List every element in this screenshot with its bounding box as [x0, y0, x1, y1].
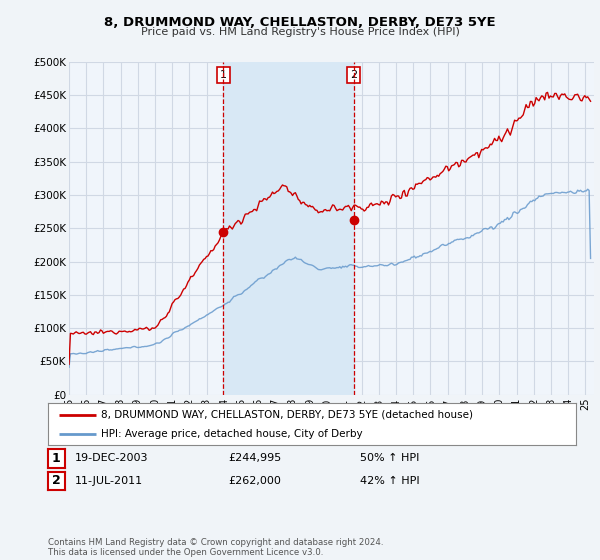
Text: 19-DEC-2003: 19-DEC-2003 [75, 454, 149, 463]
Text: HPI: Average price, detached house, City of Derby: HPI: Average price, detached house, City… [101, 429, 362, 439]
Text: 2: 2 [52, 474, 61, 487]
Text: 50% ↑ HPI: 50% ↑ HPI [360, 454, 419, 463]
Bar [223, 62, 354, 395]
Text: £262,000: £262,000 [228, 476, 281, 486]
Text: 8, DRUMMOND WAY, CHELLASTON, DERBY, DE73 5YE: 8, DRUMMOND WAY, CHELLASTON, DERBY, DE73… [104, 16, 496, 29]
Text: 2: 2 [350, 70, 357, 80]
Text: 1: 1 [52, 452, 61, 465]
Text: 8, DRUMMOND WAY, CHELLASTON, DERBY, DE73 5YE (detached house): 8, DRUMMOND WAY, CHELLASTON, DERBY, DE73… [101, 409, 473, 419]
Text: 11-JUL-2011: 11-JUL-2011 [75, 476, 143, 486]
Text: Price paid vs. HM Land Registry's House Price Index (HPI): Price paid vs. HM Land Registry's House … [140, 27, 460, 37]
Text: Contains HM Land Registry data © Crown copyright and database right 2024.
This d: Contains HM Land Registry data © Crown c… [48, 538, 383, 557]
Text: £244,995: £244,995 [228, 454, 281, 463]
Text: 42% ↑ HPI: 42% ↑ HPI [360, 476, 419, 486]
Text: 1: 1 [220, 70, 227, 80]
